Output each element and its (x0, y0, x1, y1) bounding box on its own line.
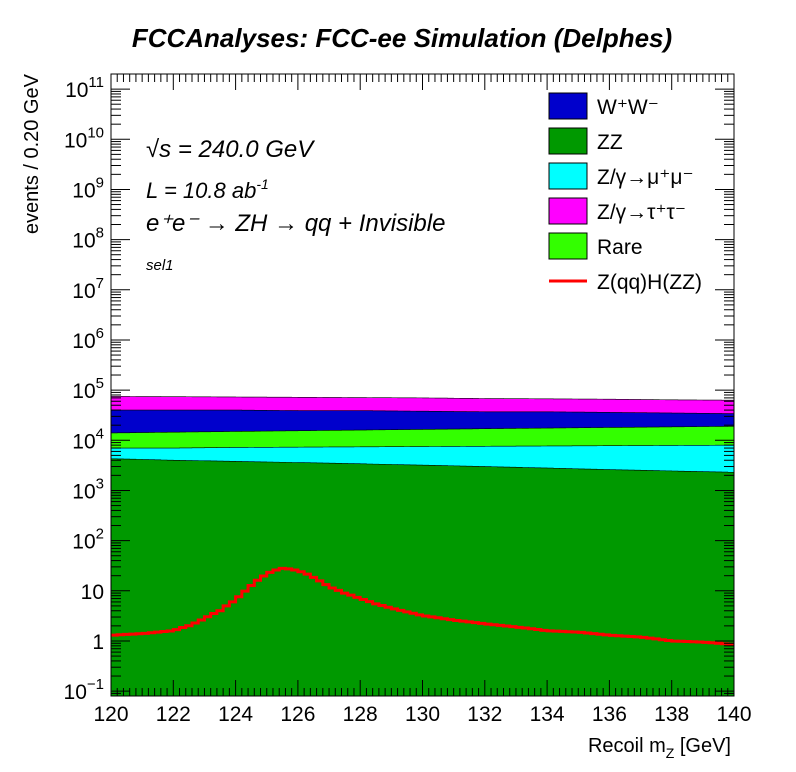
x-tick-label: 130 (405, 703, 440, 726)
y-tick-label: 10 (81, 581, 104, 604)
legend-swatch (548, 92, 588, 120)
x-tick-label: 120 (93, 703, 128, 726)
y-tick-label: 109 (72, 174, 104, 202)
legend-label: ZZ (597, 131, 623, 154)
legend-swatch (548, 127, 588, 155)
legend-label: Rare (597, 236, 643, 259)
y-axis-label: events / 0.20 GeV (21, 73, 43, 234)
selection-annotation: sel1 (146, 257, 174, 274)
y-axis-ticks: 10−1 1 10 102 103 104 105 106 107 108 109 1010 1011 (64, 73, 734, 704)
x-axis-label: Recoil mZ [GeV] (588, 735, 731, 761)
legend-swatch (548, 162, 588, 190)
x-tick-label: 124 (218, 703, 253, 726)
x-tick-label: 128 (343, 703, 378, 726)
sqrt-s-annotation: √s = 240.0 GeV (146, 136, 315, 163)
x-tick-label: 126 (280, 703, 315, 726)
x-tick-label: 134 (530, 703, 565, 726)
x-tick-label: 132 (467, 703, 502, 726)
y-tick-label: 1011 (65, 74, 104, 102)
y-tick-label: 103 (72, 475, 104, 503)
y-tick-label: 105 (72, 375, 104, 403)
legend-label: Z(qq)H(ZZ) (597, 271, 702, 294)
x-tick-label: 122 (156, 703, 191, 726)
y-tick-label: 10−1 (64, 676, 104, 704)
y-tick-label: 108 (72, 225, 104, 253)
stack-fill-ZZ (110, 458, 735, 697)
chart-title: FCCAnalyses: FCC-ee Simulation (Delphes) (132, 23, 672, 53)
x-tick-label: 140 (716, 703, 751, 726)
legend-label: W⁺W⁻ (597, 96, 659, 119)
y-tick-label: 102 (72, 526, 104, 554)
y-tick-label: 104 (72, 425, 104, 453)
x-tick-label: 136 (592, 703, 627, 726)
y-tick-label: 106 (72, 325, 104, 353)
x-tick-label: 138 (654, 703, 689, 726)
stack-fills (110, 396, 735, 697)
legend-label: Z/γ→μ⁺μ⁻ (597, 166, 694, 189)
annotations: √s = 240.0 GeV L = 10.8 ab-1 e⁺e⁻ → ZH →… (146, 136, 445, 274)
x-axis-ticks: 120 122 124 126 128 130 132 134 136 138 140 (93, 74, 752, 726)
signal-curve (111, 566, 734, 646)
legend-label: Z/γ→τ⁺τ⁻ (597, 201, 686, 224)
y-tick-label: 1 (92, 631, 104, 654)
legend-swatch (548, 232, 588, 260)
legend-swatch (548, 197, 588, 225)
luminosity-annotation: L = 10.8 ab-1 (146, 176, 269, 203)
legend: W⁺W⁻ ZZ Z/γ→μ⁺μ⁻ Z/γ→τ⁺τ⁻ Rare Z(qq)H(ZZ) (548, 92, 702, 294)
process-annotation: e⁺e⁻ → ZH → qq + Invisible (146, 210, 445, 237)
y-tick-label: 107 (72, 275, 104, 303)
y-tick-label: 1010 (64, 124, 104, 152)
signal-line (111, 566, 734, 646)
